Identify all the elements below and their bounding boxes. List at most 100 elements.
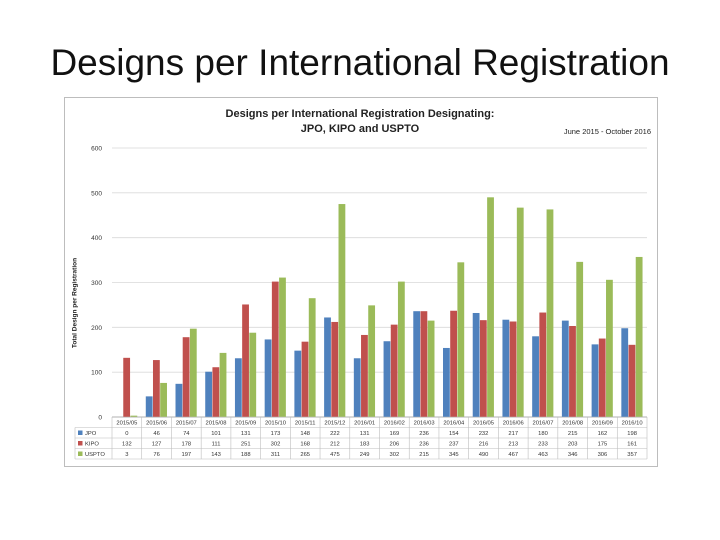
data-table-cell: 222 <box>330 431 340 437</box>
bar-uspto-2016-09 <box>606 279 613 417</box>
data-table-cell: 215 <box>419 452 429 458</box>
data-table-cell: 490 <box>479 452 489 458</box>
x-category-label: 2015/05 <box>116 421 137 427</box>
x-category-label: 2015/12 <box>324 421 345 427</box>
y-tick-label: 0 <box>98 415 102 422</box>
slide-title: Designs per International Registration <box>50 42 670 83</box>
chart-frame: 0 100 200 300 400 500 600 2015/05 2015/06 2015/07… <box>64 97 658 467</box>
x-category-label: 2015/11 <box>295 421 316 427</box>
data-table-cell: 302 <box>271 442 281 448</box>
data-table-cell: 178 <box>181 442 191 448</box>
bar-kipo-2015-09 <box>242 304 249 417</box>
x-category-label: 2016/03 <box>414 421 435 427</box>
bar-jpo-2015-10 <box>264 339 272 417</box>
bar-kipo-2016-03 <box>420 311 428 417</box>
bar-uspto-2016-02 <box>397 281 405 417</box>
data-table-cell: 311 <box>271 452 280 458</box>
bar-uspto-2015-05 <box>130 415 138 417</box>
data-table-cell: 251 <box>241 442 251 448</box>
bar-jpo-2016-02 <box>383 341 391 417</box>
data-table-cell: 232 <box>479 431 489 437</box>
bar-uspto-2015-11 <box>308 298 316 417</box>
legend-label-uspto: USPTO <box>85 452 105 458</box>
data-table-cell: 143 <box>211 452 221 458</box>
bar-jpo-2016-03 <box>413 311 421 417</box>
legend-swatch-uspto <box>78 451 83 456</box>
x-category-label: 2015/09 <box>235 421 256 427</box>
x-category-label: 2016/04 <box>443 421 465 427</box>
bar-jpo-2016-06 <box>502 319 510 417</box>
data-table-cell: 463 <box>538 452 548 458</box>
bar-jpo-2015-06 <box>145 396 153 417</box>
bar-kipo-2015-11 <box>301 341 309 417</box>
data-table-cell: 233 <box>538 442 548 448</box>
bar-uspto-2015-10 <box>279 277 286 417</box>
bar-kipo-2016-07 <box>539 312 547 417</box>
data-table-cell: 198 <box>627 431 637 437</box>
bar-kipo-2016-04 <box>450 310 458 417</box>
data-table-cell: 183 <box>360 442 370 448</box>
y-tick-label: 500 <box>91 190 102 197</box>
data-table-cell: 236 <box>419 431 429 437</box>
legend-swatch-jpo <box>78 430 83 435</box>
x-category-label: 2016/05 <box>473 421 494 427</box>
bar-kipo-2015-10 <box>271 281 279 417</box>
chart-title-line-1: Designs per International Registration D… <box>225 108 495 120</box>
data-table-cell: 101 <box>211 431 221 437</box>
data-table-cell: 46 <box>153 431 159 437</box>
data-table-cell: 357 <box>627 452 637 458</box>
data-table-cell: 236 <box>419 442 429 448</box>
bar-uspto-2015-08 <box>219 352 227 417</box>
data-table-cell: 162 <box>598 431 608 437</box>
bar-jpo-2015-07 <box>175 383 183 417</box>
y-tick-label: 400 <box>91 235 102 242</box>
bar-jpo-2016-10 <box>621 328 629 417</box>
bar-uspto-2015-09 <box>249 332 257 417</box>
data-table-cell: 3 <box>125 452 128 458</box>
data-table-cell: 188 <box>241 452 251 458</box>
bar-uspto-2016-01 <box>368 305 376 417</box>
data-table-cell: 76 <box>153 452 159 458</box>
bar-jpo-2016-07 <box>532 336 539 417</box>
data-table-cell: 161 <box>627 442 637 448</box>
bar-kipo-2015-05 <box>123 357 131 417</box>
data-table-cell: 206 <box>390 442 400 448</box>
bar-uspto-2016-05 <box>487 197 494 417</box>
bar-kipo-2016-01 <box>361 334 368 417</box>
data-table-cell: 302 <box>390 452 400 458</box>
bar-jpo-2015-09 <box>234 358 242 417</box>
bar-kipo-2016-10 <box>628 344 636 417</box>
data-table-cell: 197 <box>181 452 191 458</box>
data-table-cell: 265 <box>300 452 310 458</box>
bar-chart: 0 100 200 300 400 500 600 2015/05 2015/06 2015/07… <box>74 146 648 460</box>
bar-jpo-2015-08 <box>205 371 213 417</box>
data-table-cell: 132 <box>122 442 132 448</box>
bar-uspto-2016-06 <box>516 207 524 417</box>
data-table-cell: 131 <box>360 431 370 437</box>
bar-uspto-2015-07 <box>189 328 197 417</box>
bar-jpo-2016-08 <box>561 320 569 417</box>
data-table-cell: 217 <box>508 431 518 437</box>
bar-jpo-2015-12 <box>324 317 331 417</box>
bar-uspto-2016-10 <box>635 256 643 417</box>
data-table-cell: 148 <box>300 431 310 437</box>
data-table-cell: 127 <box>152 442 162 448</box>
bar-uspto-2015-12 <box>338 204 346 417</box>
x-category-label: 2016/01 <box>354 421 375 427</box>
bar-kipo-2016-05 <box>479 320 487 417</box>
bar-kipo-2015-08 <box>212 367 220 417</box>
data-table-cell: 111 <box>212 442 221 448</box>
bar-uspto-2016-07 <box>546 209 554 417</box>
bar-jpo-2016-04 <box>443 347 450 417</box>
legend-label-kipo: KIPO <box>85 442 99 448</box>
x-category-label: 2016/10 <box>622 421 643 427</box>
bar-uspto-2016-08 <box>576 261 584 417</box>
data-table-cell: 169 <box>390 431 400 437</box>
x-category-label: 2016/06 <box>503 421 524 427</box>
chart-title: Designs per International Registration D… <box>185 107 535 137</box>
legend-swatch-kipo <box>78 441 83 446</box>
data-table-cell: 237 <box>449 442 459 448</box>
bar-kipo-2015-07 <box>182 337 190 417</box>
chart-date-range: June 2015 - October 2016 <box>563 127 651 136</box>
data-table-cell: 168 <box>300 442 310 448</box>
